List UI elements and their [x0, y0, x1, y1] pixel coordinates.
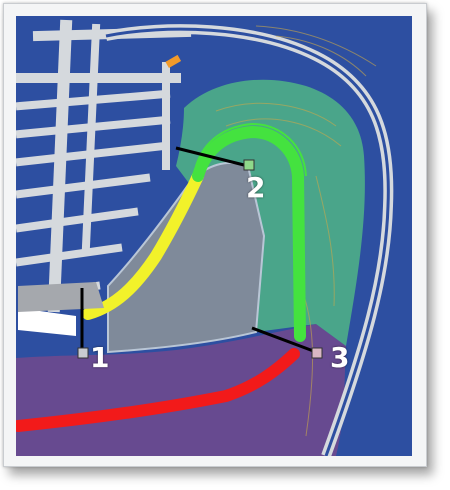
- white-strip: [18, 308, 76, 336]
- survey-point-3[interactable]: [311, 347, 323, 359]
- orange-marker: [165, 54, 182, 68]
- green-path-inner-edge: [195, 122, 307, 177]
- perimeter-road-centerline: [105, 27, 390, 456]
- map-view[interactable]: 1 2 3: [16, 16, 412, 456]
- parking-lot: [16, 19, 192, 313]
- marker-label-3: 3: [330, 341, 350, 374]
- grey-strip: [18, 282, 104, 312]
- survey-point-2[interactable]: [243, 159, 255, 171]
- survey-line-2: [175, 146, 249, 168]
- map-frame: 1 2 3: [3, 3, 427, 467]
- marker-label-2: 2: [246, 171, 266, 204]
- site-map: [16, 16, 412, 456]
- marker-label-1: 1: [90, 341, 110, 374]
- purple-zone: [16, 324, 346, 456]
- red-path: [16, 348, 300, 432]
- yellow-path: [82, 170, 204, 320]
- green-path: [192, 125, 306, 342]
- contour-lines: [215, 25, 377, 437]
- survey-line-3: [251, 326, 317, 354]
- survey-point-1[interactable]: [77, 347, 89, 359]
